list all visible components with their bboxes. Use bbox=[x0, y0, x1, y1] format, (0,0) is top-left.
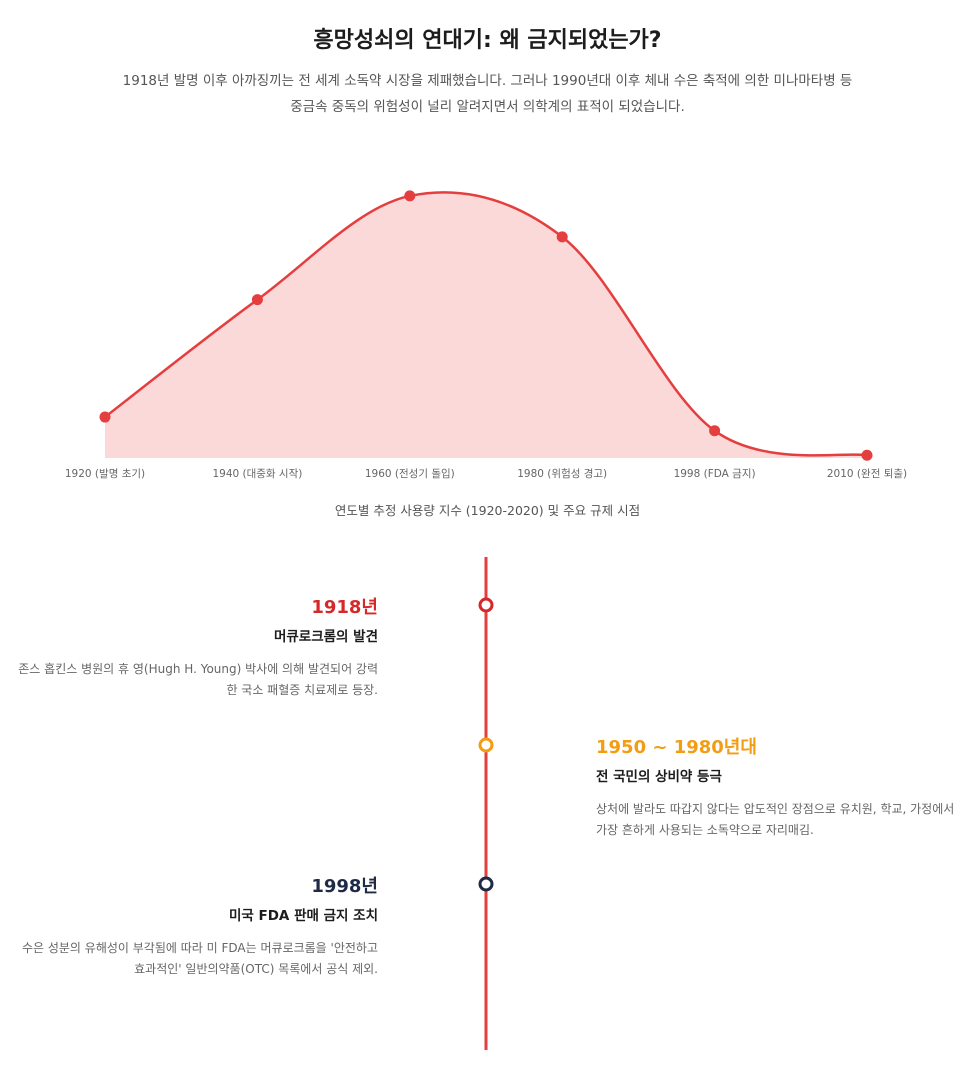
timeline-dot bbox=[478, 737, 494, 753]
timeline-description: 상처에 발라도 따갑지 않다는 압도적인 장점으로 유치원, 학교, 가정에서 … bbox=[596, 802, 955, 837]
usage-chart: 1920 (발명 초기) 1940 (대중화 시작) 1960 (전성기 돌입) 19… bbox=[65, 190, 907, 480]
timeline-title: 전 국민의 상비약 등극 bbox=[596, 769, 722, 785]
page-subtitle: 1918년 발명 이후 아까징끼는 전 세계 소독약 시장을 제패했습니다. 그… bbox=[122, 73, 853, 115]
x-tick-label: 1960 (전성기 돌입) bbox=[365, 467, 455, 480]
data-point bbox=[99, 411, 111, 423]
timeline-dot bbox=[478, 876, 494, 892]
x-tick-label: 1920 (발명 초기) bbox=[65, 468, 145, 480]
timeline-year: 1918년 bbox=[311, 597, 378, 618]
data-point bbox=[556, 231, 568, 243]
data-point bbox=[861, 449, 873, 461]
x-tick-label: 1980 (위험성 경고) bbox=[517, 467, 607, 480]
data-point bbox=[251, 294, 263, 306]
timeline-dot bbox=[478, 597, 494, 613]
timeline-year: 1950 ~ 1980년대 bbox=[596, 737, 757, 758]
x-tick-label: 1940 (대중화 시작) bbox=[212, 468, 302, 480]
timeline-title: 미국 FDA 판매 금지 조치 bbox=[228, 908, 378, 924]
line bbox=[104, 191, 868, 457]
timeline-year: 1998년 bbox=[311, 876, 378, 897]
area bbox=[105, 192, 867, 458]
x-tick-label: 2010 (완전 퇴출) bbox=[827, 467, 907, 480]
timeline-description: 존스 홉킨스 병원의 휴 영(Hugh H. Young) 박사에 의해 발견되… bbox=[18, 662, 378, 697]
data-point bbox=[709, 425, 721, 437]
chart-caption: 연도별 추정 사용량 지수 (1920-2020) 및 주요 규제 시점 bbox=[334, 503, 641, 518]
data-point bbox=[404, 190, 416, 202]
timeline-title: 머큐로크롬의 발견 bbox=[273, 629, 378, 645]
timeline-description: 수은 성분의 유해성이 부각됨에 따라 미 FDA는 머큐로크롬을 '안전하고 … bbox=[21, 941, 378, 976]
x-tick-label: 1998 (FDA 금지) bbox=[674, 468, 756, 480]
page-title: 흥망성쇠의 연대기: 왜 금지되었는가? bbox=[313, 28, 662, 53]
